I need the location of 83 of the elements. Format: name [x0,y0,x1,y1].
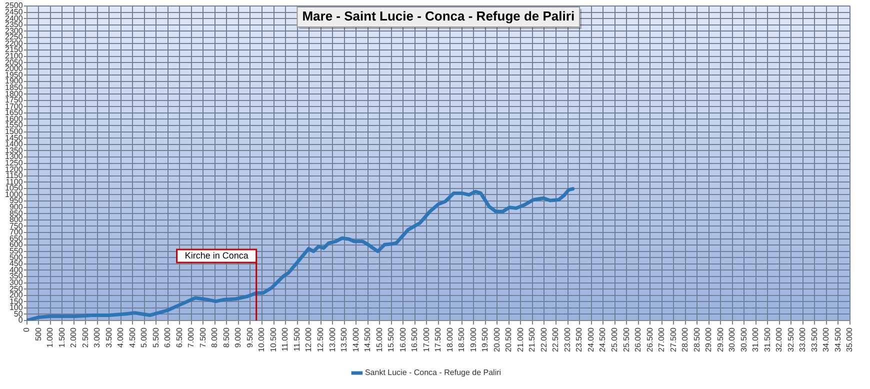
x-tick-label: 29.500 [716,326,725,352]
x-tick-label: 24.500 [598,326,608,352]
x-tick-label: 28.000 [680,326,690,352]
x-tick-label: 12.000 [304,326,314,352]
x-tick-label: 12.500 [316,326,325,352]
x-tick-label: 0 [22,326,31,332]
legend-label: Sankt Lucie - Conca - Refuge de Paliri [364,368,502,378]
x-tick-label: 18.500 [457,326,466,352]
x-tick-label: 8.500 [222,326,231,348]
x-tick-label: 16.500 [410,326,420,352]
x-tick-label: 21.000 [516,326,525,352]
x-tick-label: 3.500 [104,326,114,348]
x-tick-label: 33.000 [798,326,808,352]
x-tick-label: 34.500 [833,326,842,352]
chart-title: Mare - Saint Lucie - Conca - Refuge de Paliri [302,8,575,24]
x-tick-label: 10.500 [268,326,278,352]
y-tick-label: 950 [9,196,24,206]
y-tick-label: 1200 [5,164,24,174]
x-tick-label: 17.000 [422,326,431,352]
x-tick-label: 1.500 [57,326,66,348]
x-tick-label: 32.000 [774,326,784,352]
y-tick-label: 2150 [5,45,24,54]
x-tick-label: 30.500 [739,326,748,352]
x-tick-label: 6.500 [174,326,184,348]
x-tick-label: 4.500 [128,326,137,348]
x-tick-label: 5.000 [140,326,149,348]
x-tick-label: 26.500 [645,326,654,352]
y-tick-label: 250 [9,284,24,294]
x-tick-label: 9.500 [245,326,254,348]
x-tick-label: 19.500 [480,326,490,352]
x-tick-label: 9.000 [234,326,243,348]
x-tick-label: 20.500 [504,326,514,352]
x-tick-label: 21.500 [528,326,537,352]
x-tick-label: 27.000 [657,326,666,352]
x-tick-label: 11.000 [280,326,290,352]
x-tick-label: 14.000 [351,326,360,352]
x-tick-label: 24.000 [586,326,596,352]
x-tick-label: 30.000 [728,326,737,352]
x-tick-label: 7.000 [186,326,196,348]
x-tick-label: 27.500 [668,326,678,352]
y-tick-label: 2400 [5,14,24,23]
x-tick-label: 16.000 [398,326,408,352]
x-tick-label: 25.500 [622,326,631,352]
x-tick-label: 22.500 [551,326,560,352]
x-tick-label: 7.500 [198,326,208,348]
x-tick-label: 28.500 [692,326,702,352]
x-tick-label: 14.500 [363,326,372,352]
x-tick-label: 25.000 [610,326,619,352]
x-tick-label: 5.500 [151,326,160,348]
x-tick-label: 15.000 [374,326,384,352]
x-tick-label: 32.500 [786,326,796,352]
x-tick-label: 29.000 [704,326,714,352]
x-tick-label: 23.000 [562,326,572,352]
x-tick-label: 34.000 [822,326,831,352]
x-tick-label: 13.500 [340,326,349,352]
x-tick-label: 31.500 [762,326,772,352]
x-tick-label: 20.000 [492,326,502,352]
x-tick-label: 23.500 [574,326,584,352]
x-tick-label: 17.500 [434,326,443,352]
x-tick-label: 11.500 [292,326,302,352]
x-tick-label: 6.000 [163,326,172,348]
x-tick-label: 15.500 [386,326,396,352]
x-tick-label: 35.000 [845,326,854,352]
y-tick-label: 1800 [5,89,24,98]
x-tick-label: 4.000 [116,326,126,348]
x-tick-label: 31.000 [751,326,760,352]
x-tick-label: 1.000 [46,326,55,348]
x-tick-label: 19.000 [468,326,478,352]
x-tick-label: 18.000 [445,326,454,352]
x-tick-label: 33.500 [810,326,819,352]
x-tick-label: 500 [34,326,43,341]
x-tick-label: 8.000 [210,326,220,348]
x-tick-label: 22.000 [539,326,548,352]
x-tick-label: 2.000 [69,326,78,348]
x-tick-label: 10.000 [257,326,266,352]
x-tick-label: 3.000 [92,326,102,348]
x-tick-label: 2.500 [80,326,90,348]
y-tick-label: 600 [9,240,24,250]
y-tick-label: 1550 [5,120,24,130]
ref-line-label: Kirche in Conca [184,250,248,261]
y-tick-label: 0 [18,316,24,325]
x-tick-label: 26.000 [634,326,643,352]
x-tick-label: 13.000 [328,326,337,352]
